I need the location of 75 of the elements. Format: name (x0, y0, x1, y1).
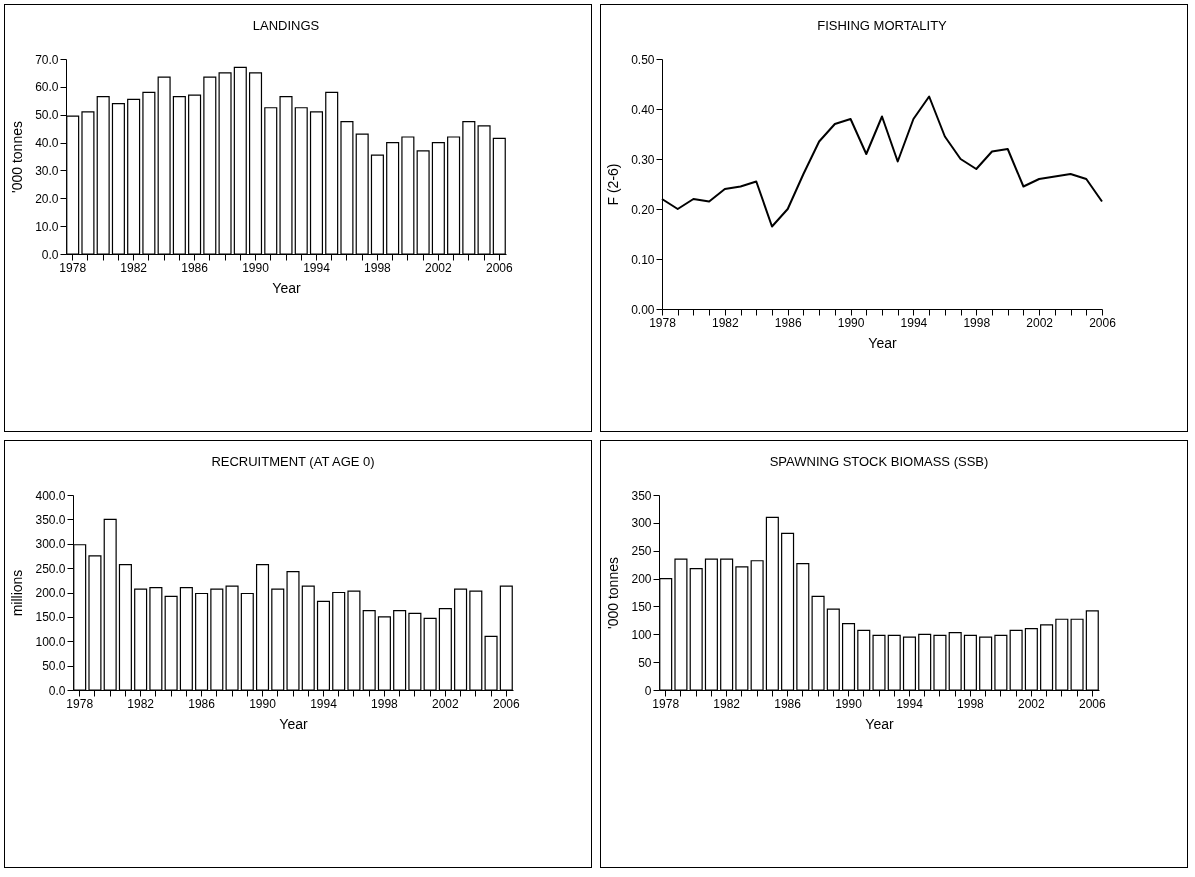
y-tick-label: 50.0 (35, 108, 59, 123)
y-tick-label: 100 (631, 627, 652, 642)
y-tick-label: 200.0 (35, 586, 66, 600)
y-tick-label: 0.30 (631, 152, 655, 167)
x-tick-label: 1986 (181, 260, 209, 275)
x-tick-label: 1986 (188, 696, 216, 711)
y-axis-title: F (2-6) (605, 163, 622, 206)
x-tick-label: 1982 (713, 696, 741, 711)
y-tick-label: 40.0 (35, 136, 59, 151)
y-tick-label: 0 (644, 683, 652, 698)
y-tick-label: 250 (631, 544, 652, 559)
x-tick-label: 1994 (896, 696, 924, 711)
x-tick-label: 2002 (1018, 696, 1046, 711)
y-tick-label: 350.0 (35, 512, 66, 527)
y-tick-label: 0.50 (631, 52, 655, 67)
y-tick-label: 70.0 (35, 52, 59, 67)
chart-title: SPAWNING STOCK BIOMASS (SSB) (769, 454, 989, 469)
x-tick-label: 1982 (712, 315, 740, 330)
x-tick-label: 2006 (1078, 696, 1106, 711)
y-axis-title: '000 tonnes (9, 121, 26, 193)
x-axis-title: Year (272, 279, 301, 296)
y-tick-label: 0.0 (41, 247, 59, 262)
y-tick-label: 0.20 (631, 202, 655, 217)
y-tick-label: 50 (638, 655, 652, 670)
y-tick-label: 0.40 (631, 102, 655, 117)
x-tick-label: 1990 (837, 315, 865, 330)
y-tick-label: 10.0 (35, 219, 59, 234)
x-tick-label: 1998 (371, 696, 399, 711)
x-tick-label: 1982 (127, 696, 155, 711)
x-tick-label: 1978 (66, 696, 94, 711)
y-tick-label: 0.0 (48, 683, 66, 698)
x-tick-label: 1990 (835, 696, 863, 711)
x-tick-label: 2006 (485, 260, 513, 275)
chart-title: RECRUITMENT (AT AGE 0) (211, 454, 375, 469)
y-tick-label: 100.0 (35, 634, 66, 649)
y-tick-label: 150.0 (35, 610, 66, 625)
x-tick-label: 1982 (120, 260, 148, 275)
y-tick-label: 60.0 (35, 80, 59, 95)
y-tick-label: 250.0 (35, 561, 66, 576)
y-tick-label: 20.0 (35, 191, 59, 206)
y-tick-label: 0.10 (631, 252, 655, 267)
x-tick-label: 2002 (432, 696, 460, 711)
y-tick-label: 30.0 (35, 163, 59, 178)
x-tick-label: 2006 (492, 696, 520, 711)
y-tick-label: 150 (631, 599, 652, 614)
chart-title: FISHING MORTALITY (817, 18, 948, 33)
y-axis-title: millions (9, 569, 26, 617)
x-tick-label: 1998 (364, 260, 392, 275)
x-tick-label: 2002 (425, 260, 453, 275)
x-tick-label: 1994 (303, 260, 331, 275)
x-tick-label: 1986 (774, 696, 802, 711)
y-axis-title: '000 tonnes (605, 557, 622, 629)
x-tick-label: 1978 (652, 696, 680, 711)
x-tick-label: 1986 (774, 315, 802, 330)
y-tick-label: 300.0 (35, 537, 66, 552)
x-tick-label: 1998 (963, 315, 991, 330)
y-tick-label: 300 (631, 516, 652, 531)
y-tick-label: 0.00 (631, 302, 655, 317)
chart-title: LANDINGS (252, 18, 320, 33)
x-tick-label: 2006 (1089, 315, 1117, 330)
x-tick-label: 1990 (242, 260, 270, 275)
x-axis-title: Year (279, 715, 308, 732)
y-tick-label: 400.0 (35, 488, 66, 503)
x-tick-label: 1994 (900, 315, 928, 330)
x-tick-label: 1994 (310, 696, 338, 711)
y-tick-label: 200 (631, 572, 652, 587)
y-tick-label: 50.0 (42, 659, 66, 674)
x-tick-label: 1998 (957, 696, 985, 711)
x-tick-label: 1978 (649, 315, 677, 330)
x-tick-label: 1978 (59, 260, 87, 275)
x-tick-label: 2002 (1026, 315, 1054, 330)
x-axis-title: Year (865, 715, 894, 732)
x-axis-title: Year (868, 334, 897, 351)
y-tick-label: 350 (631, 488, 652, 503)
x-tick-label: 1990 (249, 696, 277, 711)
